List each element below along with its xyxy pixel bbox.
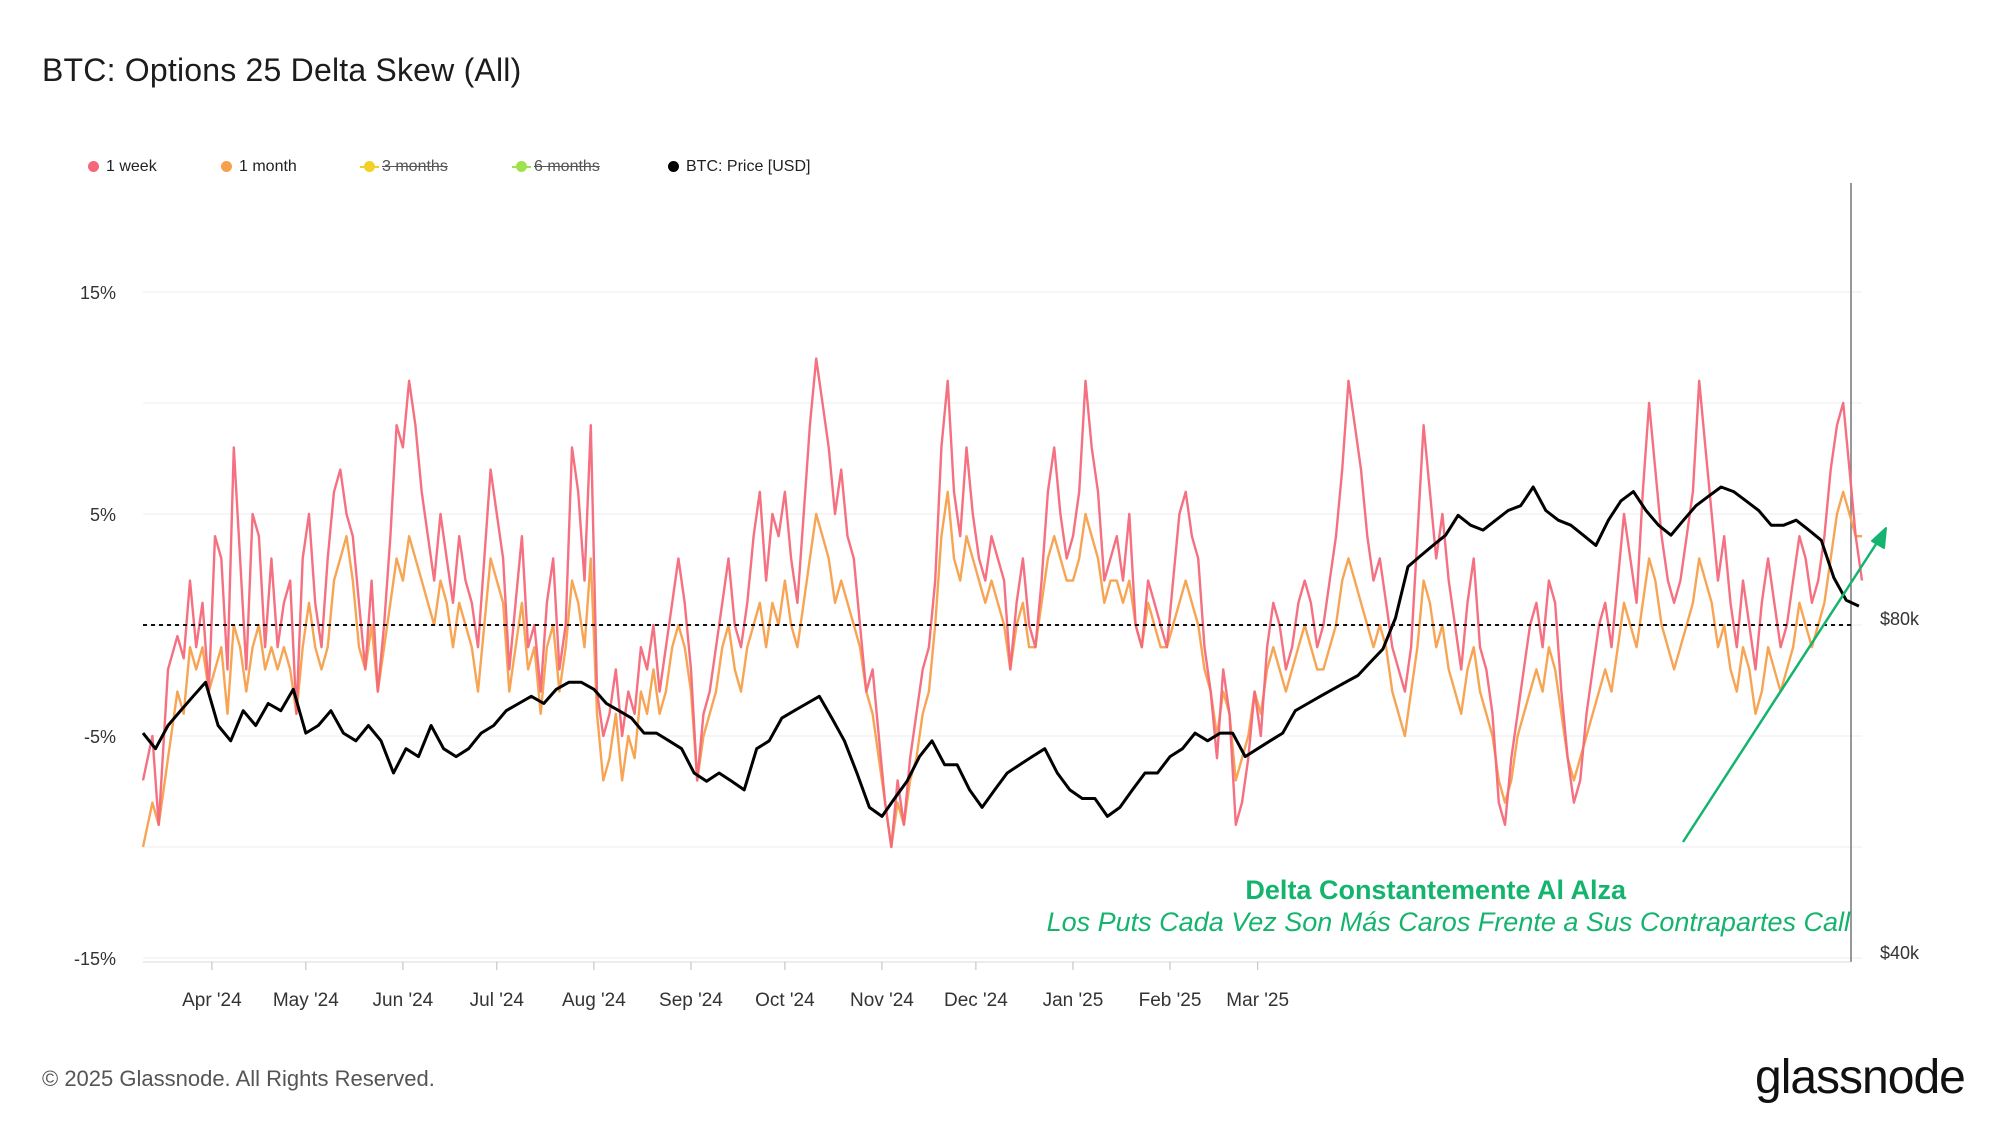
y-tick-label-right: $80k [1880, 609, 1920, 629]
x-tick-label: Jan '25 [1043, 990, 1104, 1011]
x-tick-label: Aug '24 [562, 990, 626, 1011]
series-line-1-month [141, 490, 1862, 849]
y-tick-label-left: -15% [74, 949, 116, 969]
x-tick-label: Jul '24 [470, 990, 525, 1011]
annotation-arrowhead-icon [1871, 527, 1887, 549]
legend-dot-icon [221, 161, 232, 172]
legend-item-1-week[interactable]: 1 week [88, 158, 157, 176]
x-tick-label: Oct '24 [755, 990, 815, 1011]
legend-dot-icon [668, 161, 679, 172]
annotation-headline: Delta Constantemente Al Alza [1245, 875, 1626, 905]
x-tick-label: Apr '24 [182, 990, 242, 1011]
x-tick-label: Mar '25 [1226, 990, 1289, 1011]
legend-label: 1 month [239, 158, 297, 175]
legend-item-1-month[interactable]: 1 month [221, 158, 297, 176]
legend-item-6-months[interactable]: 6 months [512, 158, 600, 176]
series-line-btc-price-usd- [141, 485, 1860, 818]
annotation-subline: Los Puts Cada Vez Son Más Caros Frente a… [1046, 907, 1850, 937]
x-tick-label: Dec '24 [944, 990, 1008, 1011]
legend-strike-icon [512, 166, 531, 168]
legend-label: 3 months [382, 158, 448, 175]
x-tick-label: Jun '24 [373, 990, 434, 1011]
legend-label: 1 week [106, 158, 157, 175]
legend-strike-icon [360, 166, 379, 168]
legend-item-btc-price[interactable]: BTC: Price [USD] [668, 158, 810, 176]
chart-title: BTC: Options 25 Delta Skew (All) [42, 52, 522, 88]
x-tick-label: Sep '24 [659, 990, 723, 1011]
y-tick-label-left: 5% [90, 505, 116, 525]
x-tick-label: Nov '24 [850, 990, 914, 1011]
series-line-1-week [141, 357, 1864, 849]
y-tick-label-right: $40k [1880, 943, 1920, 963]
legend-item-3-months[interactable]: 3 months [360, 158, 448, 176]
x-tick-label: May '24 [273, 990, 339, 1011]
x-tick-label: Feb '25 [1139, 990, 1202, 1011]
copyright-footer: © 2025 Glassnode. All Rights Reserved. [42, 1066, 435, 1091]
y-tick-label-left: -5% [84, 727, 116, 747]
legend-dot-icon [88, 161, 99, 172]
annotation-arrow-shaft [1681, 537, 1882, 843]
legend-label: BTC: Price [USD] [686, 158, 811, 175]
legend-label: 6 months [534, 158, 600, 175]
y-tick-label-left: 15% [80, 283, 116, 303]
glassnode-logo: glassnode [1755, 1051, 1966, 1104]
